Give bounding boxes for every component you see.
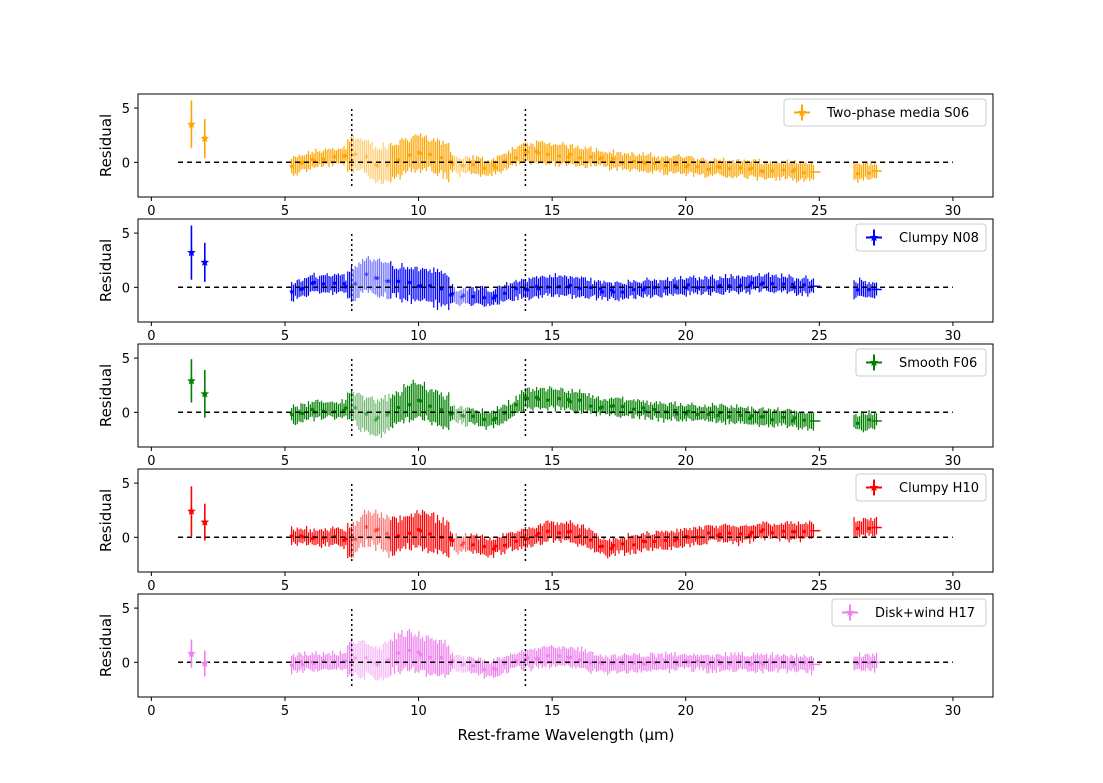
y-tick-label: 0 <box>122 531 130 546</box>
legend-box <box>855 223 987 252</box>
y-tick-label: 0 <box>122 156 130 171</box>
x-tick-label: 25 <box>811 579 828 594</box>
y-axis-label: Residual <box>97 614 115 677</box>
legend-label: Two-phase media S06 <box>826 106 969 121</box>
x-tick-label: 30 <box>945 329 962 344</box>
photometry-point <box>187 376 196 385</box>
x-tick-label: 0 <box>147 579 155 594</box>
x-tick-label: 20 <box>677 704 694 719</box>
panel-data <box>178 225 953 314</box>
x-tick-label: 25 <box>811 704 828 719</box>
panel-3: 0 5 10 15 20 25 30 0 5 Residual Clumpy H10 <box>97 468 994 594</box>
legend-marker-star <box>869 358 879 367</box>
photometry-point <box>187 649 196 658</box>
panel-4: 0 5 10 15 20 25 30 0 5 Residual Disk+wind H17 <box>97 593 994 719</box>
x-tick-label: 15 <box>544 329 561 344</box>
x-tick-label: 0 <box>147 704 155 719</box>
x-tick-label: 25 <box>811 329 828 344</box>
x-axis-label: Rest-frame Wavelength (μm) <box>458 726 675 744</box>
legend-marker-star <box>869 233 879 242</box>
legend-box <box>855 473 987 502</box>
x-tick-label: 20 <box>677 329 694 344</box>
x-tick-label: 20 <box>677 579 694 594</box>
legend-marker-star <box>797 108 807 117</box>
x-tick-label: 0 <box>147 454 155 469</box>
photometry-point <box>200 133 210 143</box>
panel-frame <box>137 468 994 573</box>
x-tick-label: 15 <box>544 704 561 719</box>
x-tick-label: 30 <box>945 204 962 219</box>
y-tick-label: 0 <box>122 281 130 296</box>
legend-label: Clumpy H10 <box>899 481 979 496</box>
x-tick-label: 30 <box>945 454 962 469</box>
x-tick-label: 15 <box>544 579 561 594</box>
y-tick-label: 5 <box>122 227 130 242</box>
y-tick-label: 5 <box>122 477 130 492</box>
y-tick-label: 5 <box>122 102 130 117</box>
x-tick-label: 5 <box>281 454 289 469</box>
panel-frame <box>137 218 994 323</box>
legend-marker-star <box>869 483 879 492</box>
photometry-point <box>187 248 196 257</box>
x-tick-label: 10 <box>410 329 427 344</box>
y-tick-label: 0 <box>122 656 130 671</box>
legend-box <box>831 598 987 627</box>
panel-0: 0 5 10 15 20 25 30 0 5 Residual Two-phase media S0… <box>97 93 994 219</box>
y-tick-label: 0 <box>122 406 130 421</box>
x-tick-label: 5 <box>281 704 289 719</box>
x-tick-label: 5 <box>281 329 289 344</box>
y-axis-label: Residual <box>97 364 115 427</box>
x-tick-label: 10 <box>410 704 427 719</box>
x-tick-label: 20 <box>677 204 694 219</box>
photometry-point <box>187 119 196 128</box>
y-tick-label: 5 <box>122 352 130 367</box>
photometry-point <box>200 658 210 668</box>
y-axis-label: Residual <box>97 239 115 302</box>
photometry-point <box>200 517 210 526</box>
x-tick-label: 10 <box>410 454 427 469</box>
panel-1: 0 5 10 15 20 25 30 0 5 Residual Clumpy N08 <box>97 218 994 344</box>
panel-data <box>178 609 953 689</box>
photometry-point <box>200 257 210 267</box>
panel-data <box>178 484 953 564</box>
x-tick-label: 10 <box>410 579 427 594</box>
legend-box <box>783 98 987 127</box>
panels-container: 0 5 10 15 20 25 30 0 5 Residual Two-phase media S0… <box>97 93 994 719</box>
legend-label: Smooth F06 <box>899 356 977 371</box>
y-axis-label: Residual <box>97 489 115 552</box>
legend-box <box>855 348 987 377</box>
legend-label: Disk+wind H17 <box>875 606 975 621</box>
panel-frame <box>137 93 994 198</box>
legend-label: Clumpy N08 <box>899 231 979 246</box>
panel-data <box>178 100 953 189</box>
panel-2: 0 5 10 15 20 25 30 0 5 Residual Smooth F06 <box>97 343 994 469</box>
panel-frame <box>137 343 994 448</box>
photometry-point <box>200 389 210 398</box>
y-axis-label: Residual <box>97 114 115 177</box>
x-tick-label: 15 <box>544 454 561 469</box>
photometry-point <box>187 506 196 515</box>
legend-marker-star <box>845 608 855 617</box>
x-tick-label: 15 <box>544 204 561 219</box>
x-tick-label: 25 <box>811 454 828 469</box>
x-tick-label: 5 <box>281 204 289 219</box>
x-tick-label: 30 <box>945 579 962 594</box>
x-tick-label: 5 <box>281 579 289 594</box>
x-tick-label: 25 <box>811 204 828 219</box>
x-tick-label: 30 <box>945 704 962 719</box>
x-tick-label: 0 <box>147 204 155 219</box>
panel-data <box>178 359 953 439</box>
panel-frame <box>137 593 994 698</box>
x-tick-label: 20 <box>677 454 694 469</box>
y-tick-label: 5 <box>122 602 130 617</box>
x-tick-label: 10 <box>410 204 427 219</box>
x-tick-label: 0 <box>147 329 155 344</box>
